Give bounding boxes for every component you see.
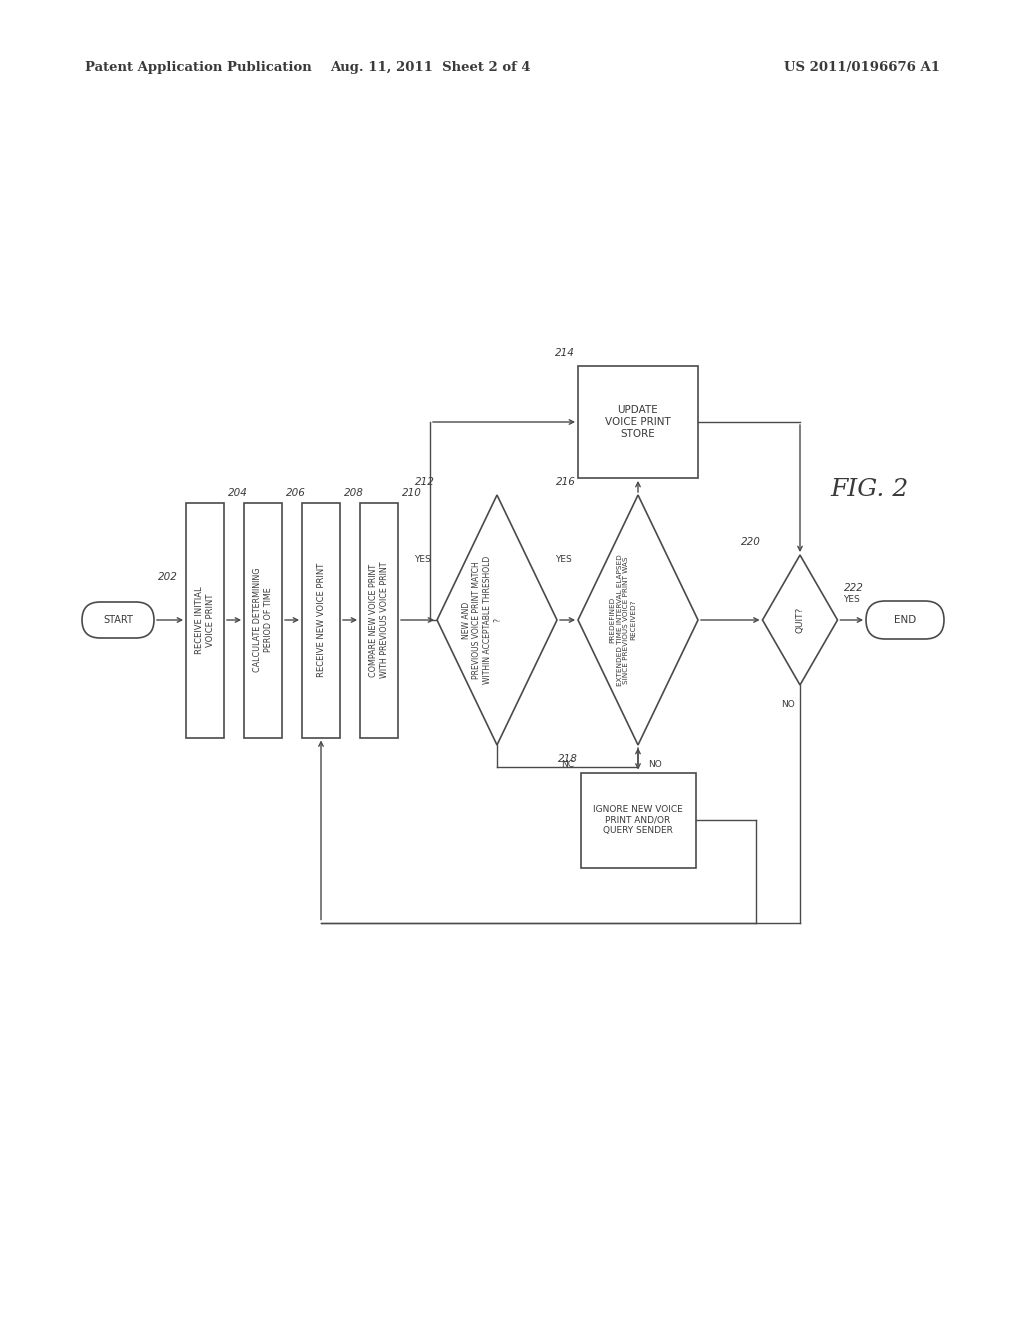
Text: 220: 220: [740, 537, 761, 546]
Text: 202: 202: [158, 572, 178, 582]
Text: IGNORE NEW VOICE
PRINT AND/OR
QUERY SENDER: IGNORE NEW VOICE PRINT AND/OR QUERY SEND…: [593, 805, 683, 836]
Bar: [581, 772, 695, 867]
Text: FIG. 2: FIG. 2: [830, 479, 909, 502]
Bar: [360, 503, 398, 738]
Text: START: START: [103, 615, 133, 624]
Text: 212: 212: [415, 477, 435, 487]
Text: CALCULATE DETERMINING
PERIOD OF TIME: CALCULATE DETERMINING PERIOD OF TIME: [253, 568, 272, 672]
Text: RECEIVE NEW VOICE PRINT: RECEIVE NEW VOICE PRINT: [316, 562, 326, 677]
FancyBboxPatch shape: [82, 602, 154, 638]
Text: 208: 208: [344, 487, 364, 498]
Text: NO: NO: [648, 760, 662, 770]
Text: 214: 214: [555, 348, 575, 358]
Text: YES: YES: [844, 595, 860, 605]
Text: US 2011/0196676 A1: US 2011/0196676 A1: [784, 62, 940, 74]
Text: 218: 218: [558, 755, 578, 764]
Bar: [578, 366, 698, 478]
Text: 210: 210: [402, 487, 422, 498]
Text: PREDEFINED
EXTENDED TIME INTERVAL ELAPSED
SINCE PREVIOUS VOICE PRINT WAS
RECEIVE: PREDEFINED EXTENDED TIME INTERVAL ELAPSE…: [609, 554, 637, 686]
Text: Patent Application Publication: Patent Application Publication: [85, 62, 311, 74]
Text: 206: 206: [286, 487, 306, 498]
Text: END: END: [894, 615, 916, 624]
Text: QUIT?: QUIT?: [796, 607, 805, 634]
Text: UPDATE
VOICE PRINT
STORE: UPDATE VOICE PRINT STORE: [605, 405, 671, 438]
Text: YES: YES: [415, 556, 431, 565]
Text: NC: NC: [561, 760, 574, 770]
Polygon shape: [437, 495, 557, 744]
Bar: [302, 503, 340, 738]
Text: 204: 204: [228, 487, 248, 498]
FancyBboxPatch shape: [866, 601, 944, 639]
Text: YES: YES: [555, 556, 572, 565]
Text: NEW AND
PREVIOUS VOICE PRINT MATCH
WITHIN ACCEPTABLE THRESHOLD
?: NEW AND PREVIOUS VOICE PRINT MATCH WITHI…: [462, 556, 502, 684]
Text: 216: 216: [556, 477, 575, 487]
Text: Aug. 11, 2011  Sheet 2 of 4: Aug. 11, 2011 Sheet 2 of 4: [330, 62, 530, 74]
Text: COMPARE NEW VOICE PRINT
WITH PREVIOUS VOICE PRINT: COMPARE NEW VOICE PRINT WITH PREVIOUS VO…: [370, 562, 389, 678]
Text: RECEIVE INITIAL
VOICE PRINT: RECEIVE INITIAL VOICE PRINT: [196, 586, 215, 653]
Text: 222: 222: [844, 583, 864, 593]
Polygon shape: [578, 495, 698, 744]
Polygon shape: [763, 554, 838, 685]
Bar: [244, 503, 282, 738]
Bar: [186, 503, 224, 738]
Text: NO: NO: [781, 700, 795, 709]
